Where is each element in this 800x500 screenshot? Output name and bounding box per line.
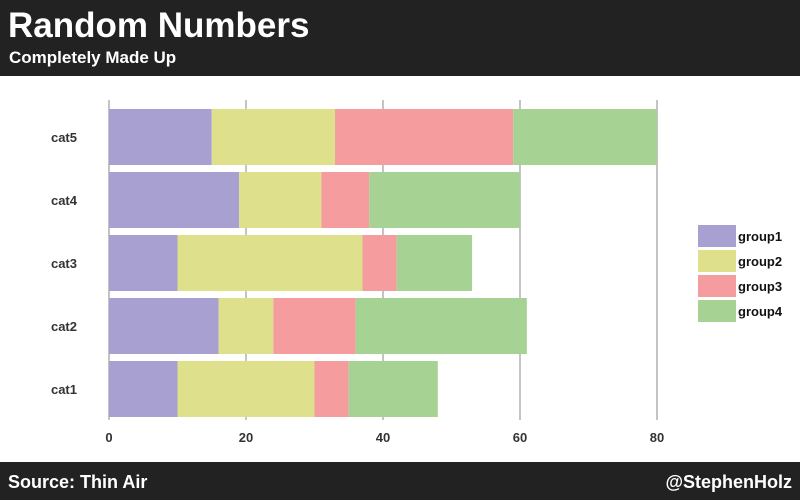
x-tick-label: 60 <box>513 430 527 445</box>
chart-subtitle: Completely Made Up <box>9 48 177 67</box>
bar-cat5-group4 <box>513 109 657 165</box>
chart-footer: Source: Thin Air @StephenHolz <box>0 462 800 500</box>
legend-label-group4: group4 <box>738 304 783 319</box>
x-tick-label: 20 <box>239 430 253 445</box>
y-category-label: cat5 <box>51 130 77 145</box>
bar-cat1-group1 <box>109 361 178 417</box>
bar-cat2-group4 <box>355 298 527 354</box>
bar-cat5-group2 <box>211 109 336 165</box>
chart-header: Random Numbers Completely Made Up <box>0 0 800 76</box>
y-category-label: cat1 <box>51 382 77 397</box>
bar-cat3-group4 <box>396 235 473 291</box>
x-tick-label: 0 <box>105 430 112 445</box>
legend-label-group1: group1 <box>738 229 782 244</box>
author-handle: @StephenHolz <box>665 472 792 492</box>
bar-cat5-group3 <box>335 109 514 165</box>
bar-cat4-group4 <box>369 172 520 228</box>
x-tick-label: 80 <box>650 430 664 445</box>
bar-cat3-group3 <box>362 235 397 291</box>
x-tick-label: 40 <box>376 430 390 445</box>
legend-swatch-group4 <box>698 300 736 322</box>
bar-cat2-group3 <box>273 298 356 354</box>
legend-label-group2: group2 <box>738 254 782 269</box>
bar-cat1-group2 <box>177 361 315 417</box>
bar-cat4-group1 <box>109 172 240 228</box>
legend-label-group3: group3 <box>738 279 782 294</box>
bar-cat5-group1 <box>109 109 212 165</box>
source-note: Source: Thin Air <box>8 472 148 492</box>
bar-cat2-group2 <box>218 298 274 354</box>
bar-cat3-group2 <box>177 235 363 291</box>
bar-cat3-group1 <box>109 235 178 291</box>
legend: group1 group2 group3 group4 <box>698 225 783 322</box>
y-category-label: cat2 <box>51 319 77 334</box>
bar-cat2-group1 <box>109 298 219 354</box>
legend-swatch-group3 <box>698 275 736 297</box>
axis-labels: 0 20 40 60 80 cat1 cat2 cat3 cat4 cat5 <box>51 130 664 445</box>
bar-cat1-group3 <box>314 361 349 417</box>
bars <box>109 109 657 417</box>
y-category-label: cat4 <box>51 193 78 208</box>
bar-cat4-group3 <box>321 172 370 228</box>
legend-swatch-group2 <box>698 250 736 272</box>
legend-swatch-group1 <box>698 225 736 247</box>
bar-cat1-group4 <box>348 361 438 417</box>
bar-cat4-group2 <box>239 172 322 228</box>
y-category-label: cat3 <box>51 256 77 271</box>
chart-title: Random Numbers <box>8 6 310 45</box>
